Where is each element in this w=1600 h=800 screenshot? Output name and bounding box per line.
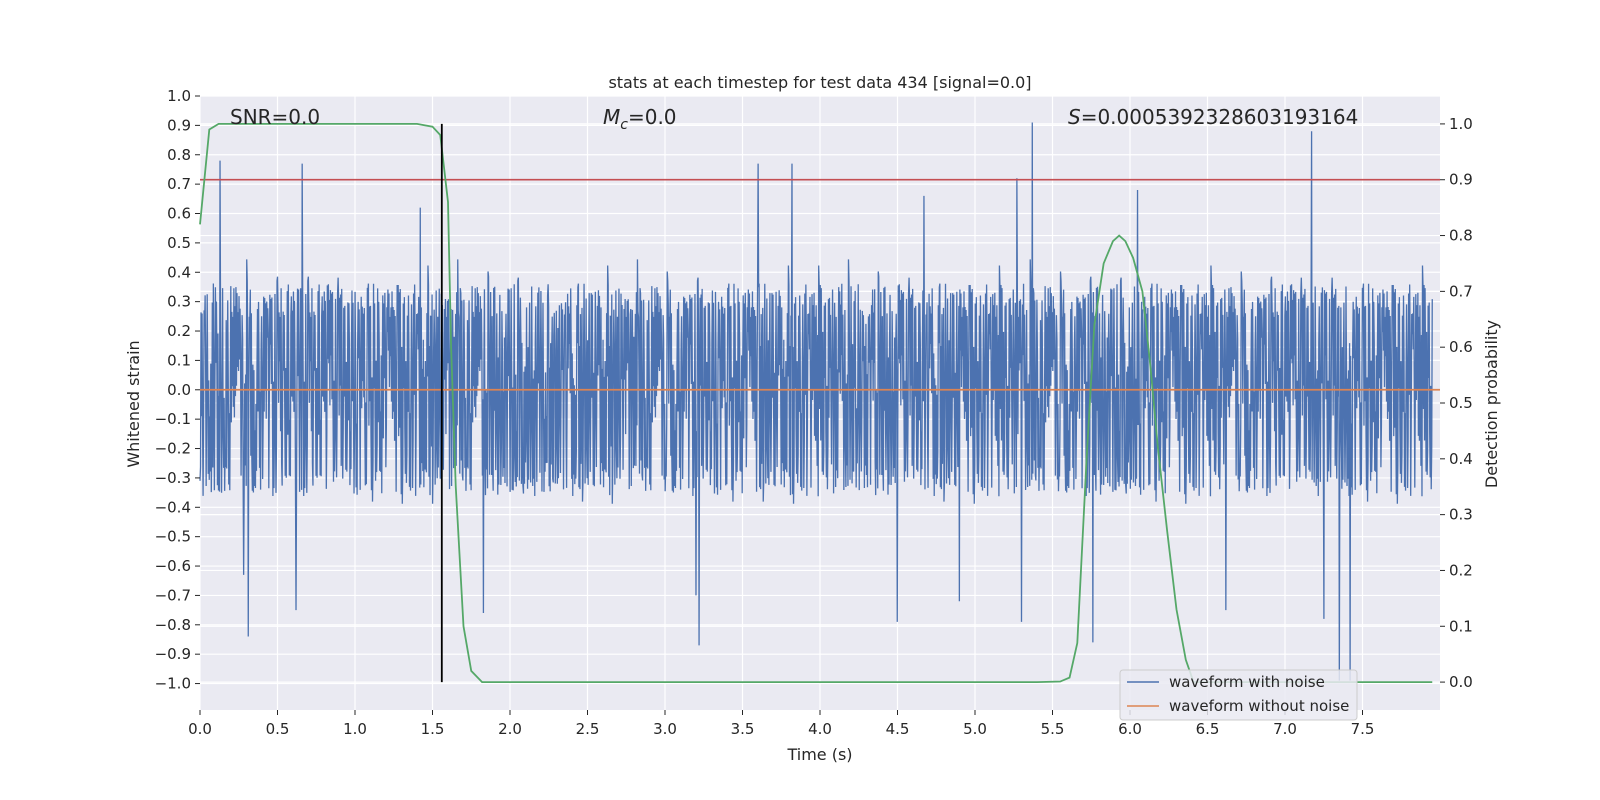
y-right-tick-label: 0.7 <box>1449 282 1473 300</box>
s-annotation: S=0.0005392328603193164 <box>1068 105 1358 129</box>
y-tick-label: −0.8 <box>155 616 191 634</box>
mc-value: =0.0 <box>628 105 677 129</box>
y-tick-label: 0.5 <box>167 234 191 252</box>
y-right-tick-label: 1.0 <box>1449 115 1473 133</box>
y-tick-label: −1.0 <box>155 675 191 693</box>
y-tick-label: 1.0 <box>167 87 191 105</box>
x-tick-label: 7.5 <box>1351 720 1375 738</box>
y-right-tick-label: 0.2 <box>1449 561 1473 579</box>
y-tick-label: 0.2 <box>167 322 191 340</box>
y-axis-label: Whitened strain <box>124 340 143 467</box>
y-tick-label: 0.1 <box>167 351 191 369</box>
y-right-ticks: 1.0 0.9 0.8 0.7 0.6 0.5 0.4 0.3 0.2 0.1 0.0 <box>1440 115 1473 691</box>
probability-series <box>199 123 1433 683</box>
mc-symbol: M <box>603 105 620 129</box>
x-tick-label: 3.0 <box>653 720 677 738</box>
y-right-tick-label: 0.4 <box>1449 450 1473 468</box>
y-tick-label: −0.5 <box>155 528 191 546</box>
probability-line <box>199 123 1433 683</box>
s-value: =0.0005392328603193164 <box>1081 105 1359 129</box>
y-right-tick-label: 0.8 <box>1449 227 1473 245</box>
x-tick-label: 5.5 <box>1041 720 1065 738</box>
y-tick-label: −0.7 <box>155 586 191 604</box>
x-tick-label: 2.5 <box>576 720 600 738</box>
y-right-tick-label: 0.9 <box>1449 171 1473 189</box>
y-tick-label: −0.9 <box>155 645 191 663</box>
y-right-tick-label: 0.6 <box>1449 338 1473 356</box>
mc-subscript: c <box>620 117 628 133</box>
x-tick-label: 3.5 <box>731 720 755 738</box>
snr-annotation: SNR=0.0 <box>230 105 320 129</box>
y-tick-label: 0.0 <box>167 381 191 399</box>
x-ticks: 0.0 0.5 1.0 1.5 2.0 2.5 3.0 3.5 4.0 4.5 5.0 5.5 6.0 6… <box>188 710 1374 738</box>
y-tick-label: 0.9 <box>167 116 191 134</box>
x-tick-label: 7.0 <box>1273 720 1297 738</box>
mc-annotation: Mc=0.0 <box>603 105 677 133</box>
y-right-tick-label: 0.3 <box>1449 506 1473 524</box>
y-tick-label: 0.4 <box>167 263 191 281</box>
chart-title: stats at each timestep for test data 434… <box>608 73 1031 92</box>
y-tick-label: −0.3 <box>155 469 191 487</box>
y-right-tick-label: 0.0 <box>1449 673 1473 691</box>
y-right-axis-label: Detection probability <box>1482 320 1501 488</box>
x-tick-label: 2.0 <box>498 720 522 738</box>
legend-label-noise: waveform with noise <box>1169 673 1325 691</box>
x-tick-label: 0.0 <box>188 720 212 738</box>
noise-series <box>199 122 1433 681</box>
y-tick-label: −0.6 <box>155 557 191 575</box>
y-tick-label: 0.6 <box>167 205 191 223</box>
y-tick-label: −0.1 <box>155 410 191 428</box>
y-tick-label: 0.3 <box>167 293 191 311</box>
x-tick-label: 1.0 <box>343 720 367 738</box>
y-tick-label: −0.4 <box>155 498 191 516</box>
x-tick-label: 1.5 <box>421 720 445 738</box>
legend: waveform with noise waveform without noi… <box>1119 669 1358 721</box>
x-tick-label: 4.5 <box>886 720 910 738</box>
x-tick-label: 6.5 <box>1196 720 1220 738</box>
y-right-tick-label: 0.5 <box>1449 394 1473 412</box>
y-tick-label: 0.8 <box>167 146 191 164</box>
y-left-ticks: 1.0 0.9 0.8 0.7 0.6 0.5 0.4 0.3 0.2 0.1 0.0 −0.1 −0.… <box>155 87 200 693</box>
legend-box <box>1119 669 1358 721</box>
y-tick-label: 0.7 <box>167 175 191 193</box>
x-tick-label: 0.5 <box>266 720 290 738</box>
legend-label-clean: waveform without noise <box>1169 697 1349 715</box>
y-right-tick-label: 0.1 <box>1449 617 1473 635</box>
y-tick-label: −0.2 <box>155 440 191 458</box>
x-tick-label: 4.0 <box>808 720 832 738</box>
noise-waveform <box>199 122 1433 681</box>
x-tick-label: 6.0 <box>1118 720 1142 738</box>
x-axis-label: Time (s) <box>786 745 852 764</box>
x-tick-label: 5.0 <box>963 720 987 738</box>
s-symbol: S <box>1068 105 1081 129</box>
